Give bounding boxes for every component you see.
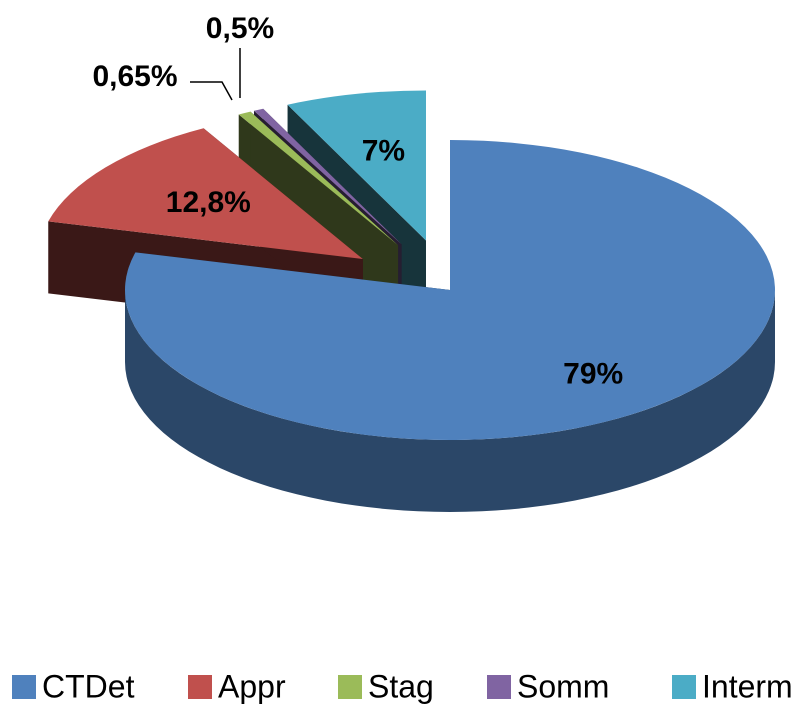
legend-swatch [188,675,212,699]
leader-line [190,81,233,101]
data-labels: 7% 0,5% 0,65% 12,8% 79% [92,12,623,390]
legend: CTDet Appr Stag Somm Interm [12,668,793,704]
data-label: 7% [362,135,405,168]
slice [253,108,402,245]
legend-label: Stag [368,668,434,704]
data-label: 0,5% [206,12,274,45]
slice [125,140,775,440]
slice [287,90,426,241]
slice-wall [125,290,775,512]
legend-label: CTDet [42,668,135,704]
legend-swatch [338,675,362,699]
data-label: 12,8% [166,186,251,219]
legend-label: Appr [218,668,286,704]
legend-swatch [672,675,696,699]
slice [48,128,363,260]
pie [48,90,775,512]
legend-label: Interm [702,668,793,704]
data-label: 0,65% [92,60,177,93]
legend-swatch [12,675,36,699]
data-label: 79% [563,357,623,390]
legend-label: Somm [517,668,609,704]
legend-swatch [487,675,511,699]
slice [238,111,399,246]
